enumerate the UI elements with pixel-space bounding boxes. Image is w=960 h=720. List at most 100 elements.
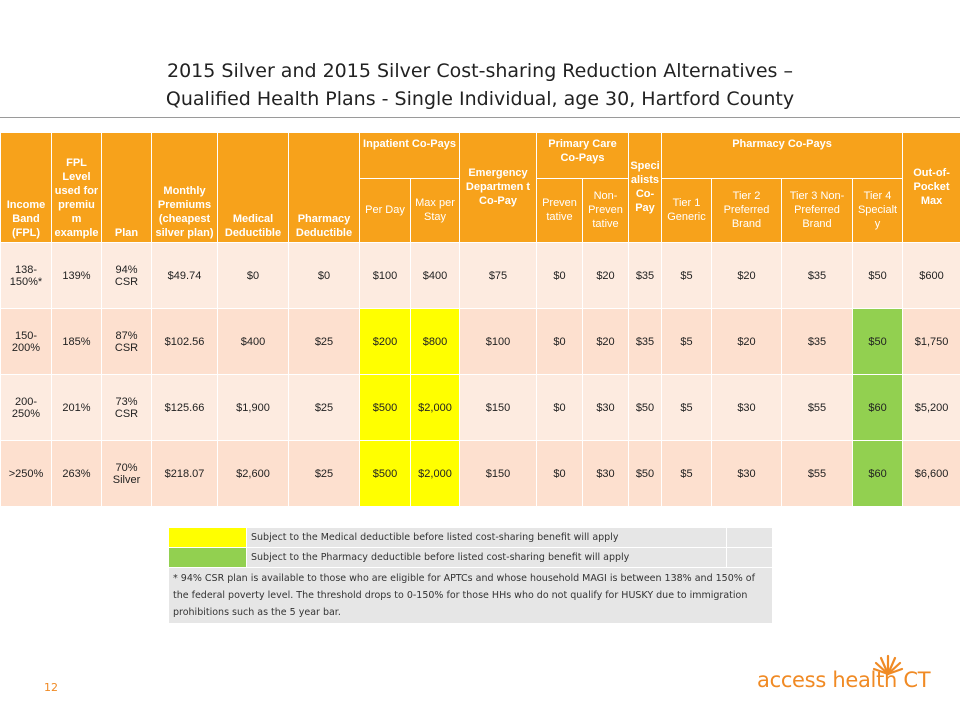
cell-tier3: $55 bbox=[781, 440, 853, 507]
cell-tier2: $30 bbox=[711, 374, 782, 441]
table-row: 200-250% 201% 73% CSR $125.66 $1,900 $25… bbox=[0, 374, 960, 441]
cell-fpl: 263% bbox=[51, 440, 102, 507]
cell-oop-max: $5,200 bbox=[902, 374, 960, 441]
cell-premium: $49.74 bbox=[151, 242, 218, 309]
cell-fpl: 185% bbox=[51, 308, 102, 375]
cell-preventative: $0 bbox=[536, 440, 583, 507]
cell-max-per-stay: $2,000 bbox=[410, 374, 460, 441]
cell-non-preventative: $20 bbox=[582, 308, 629, 375]
group-pharmacy-copays: Pharmacy Co-Pays bbox=[660, 132, 904, 179]
legend-swatch-green bbox=[168, 547, 247, 568]
cell-premium: $125.66 bbox=[151, 374, 218, 441]
cell-fpl: 201% bbox=[51, 374, 102, 441]
col-plan: Plan bbox=[101, 132, 152, 243]
cell-pharmacy-deductible: $25 bbox=[288, 374, 360, 441]
group-inpatient-copays: Inpatient Co-Pays bbox=[359, 132, 460, 179]
group-primary-care-copays: Primary Care Co-Pays bbox=[536, 132, 629, 179]
cell-tier4: $60 bbox=[851, 374, 904, 441]
access-health-ct-logo: access health CT bbox=[757, 652, 947, 702]
cell-fpl: 139% bbox=[51, 242, 102, 309]
cell-plan: 70% Silver bbox=[101, 440, 152, 507]
cell-oop-max: $600 bbox=[902, 242, 960, 309]
table-row: 150-200% 185% 87% CSR $102.56 $400 $25 $… bbox=[0, 308, 960, 375]
cell-specialists: $35 bbox=[628, 242, 662, 309]
cell-tier1: $5 bbox=[661, 440, 712, 507]
cell-preventative: $0 bbox=[536, 242, 583, 309]
col-tier3: Tier 3 Non-Preferred Brand bbox=[781, 178, 853, 243]
cell-income-band: 200-250% bbox=[0, 374, 52, 441]
cell-non-preventative: $20 bbox=[582, 242, 629, 309]
col-tier2: Tier 2 Preferred Brand bbox=[711, 178, 782, 243]
cell-per-day: $500 bbox=[359, 374, 411, 441]
header-row-2: Per Day Max per Stay Preven tative Non-P… bbox=[1, 178, 960, 243]
cell-specialists: $50 bbox=[628, 374, 662, 441]
col-emergency-copay: Emergency Departmen t Co-Pay bbox=[459, 132, 537, 243]
cell-emergency: $150 bbox=[459, 440, 537, 507]
legend-empty-cell bbox=[726, 527, 773, 548]
col-specialists-copay: Speci alists Co-Pay bbox=[628, 132, 662, 243]
cell-tier1: $5 bbox=[661, 308, 712, 375]
legend-row-pharmacy: Subject to the Pharmacy deductible befor… bbox=[168, 547, 773, 568]
col-medical-deductible: Medical Deductible bbox=[217, 132, 289, 243]
cell-tier4: $60 bbox=[851, 440, 904, 507]
cell-tier3: $35 bbox=[781, 308, 853, 375]
page-title: 2015 Silver and 2015 Silver Cost-sharing… bbox=[0, 57, 960, 113]
col-max-per-stay: Max per Stay bbox=[410, 178, 460, 243]
cell-income-band: >250% bbox=[0, 440, 52, 507]
cell-tier1: $5 bbox=[661, 242, 712, 309]
legend-row-footnote: * 94% CSR plan is available to those who… bbox=[168, 567, 773, 624]
cell-pharmacy-deductible: $25 bbox=[288, 440, 360, 507]
footnote-text: * 94% CSR plan is available to those who… bbox=[168, 567, 773, 624]
cell-non-preventative: $30 bbox=[582, 440, 629, 507]
cell-emergency: $100 bbox=[459, 308, 537, 375]
cell-medical-deductible: $0 bbox=[217, 242, 289, 309]
cell-preventative: $0 bbox=[536, 308, 583, 375]
plans-table: Income Band (FPL) FPL Level used for pre… bbox=[0, 132, 960, 507]
title-divider bbox=[0, 117, 960, 118]
cell-tier1: $5 bbox=[661, 374, 712, 441]
col-per-day: Per Day bbox=[359, 178, 411, 243]
legend-row-medical: Subject to the Medical deductible before… bbox=[168, 527, 773, 548]
sunburst-icon bbox=[872, 654, 904, 676]
cell-tier3: $55 bbox=[781, 374, 853, 441]
legend-swatch-yellow bbox=[168, 527, 247, 548]
col-pharmacy-deductible: Pharmacy Deductible bbox=[288, 132, 360, 243]
cell-max-per-stay: $400 bbox=[410, 242, 460, 309]
legend-pharmacy-text: Subject to the Pharmacy deductible befor… bbox=[246, 547, 727, 568]
table-row: 138-150%* 139% 94% CSR $49.74 $0 $0 $100… bbox=[0, 242, 960, 309]
legend-empty-cell bbox=[726, 547, 773, 568]
page-number: 12 bbox=[44, 681, 58, 694]
table-row: >250% 263% 70% Silver $218.07 $2,600 $25… bbox=[0, 440, 960, 507]
col-preventative: Preven tative bbox=[536, 178, 583, 243]
cell-medical-deductible: $1,900 bbox=[217, 374, 289, 441]
cell-emergency: $75 bbox=[459, 242, 537, 309]
col-income-band: Income Band (FPL) bbox=[0, 132, 52, 243]
cell-tier2: $20 bbox=[711, 242, 782, 309]
cell-tier4: $50 bbox=[851, 242, 904, 309]
cell-pharmacy-deductible: $0 bbox=[288, 242, 360, 309]
legend-table: Subject to the Medical deductible before… bbox=[168, 527, 773, 624]
cell-emergency: $150 bbox=[459, 374, 537, 441]
cell-oop-max: $6,600 bbox=[902, 440, 960, 507]
cell-specialists: $50 bbox=[628, 440, 662, 507]
cell-max-per-stay: $2,000 bbox=[410, 440, 460, 507]
col-tier1: Tier 1 Generic bbox=[661, 178, 712, 243]
cell-per-day: $500 bbox=[359, 440, 411, 507]
cell-tier2: $30 bbox=[711, 440, 782, 507]
cell-pharmacy-deductible: $25 bbox=[288, 308, 360, 375]
cell-tier2: $20 bbox=[711, 308, 782, 375]
cell-plan: 87% CSR bbox=[101, 308, 152, 375]
cell-premium: $218.07 bbox=[151, 440, 218, 507]
cell-max-per-stay: $800 bbox=[410, 308, 460, 375]
col-fpl-example: FPL Level used for premiu m example bbox=[51, 132, 102, 243]
cell-medical-deductible: $2,600 bbox=[217, 440, 289, 507]
cell-preventative: $0 bbox=[536, 374, 583, 441]
legend-medical-text: Subject to the Medical deductible before… bbox=[246, 527, 727, 548]
cell-oop-max: $1,750 bbox=[902, 308, 960, 375]
cell-per-day: $100 bbox=[359, 242, 411, 309]
col-non-preventative: Non-Preven tative bbox=[582, 178, 629, 243]
title-line-2: Qualified Health Plans - Single Individu… bbox=[165, 88, 795, 110]
cell-tier4: $50 bbox=[851, 308, 904, 375]
header-row-1: Income Band (FPL) FPL Level used for pre… bbox=[0, 132, 960, 243]
cell-income-band: 150-200% bbox=[0, 308, 52, 375]
